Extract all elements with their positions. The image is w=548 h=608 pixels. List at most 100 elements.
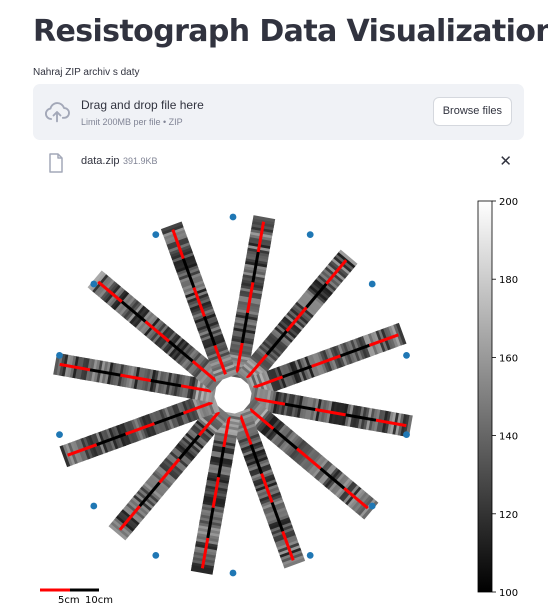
profile-line-segment: [59, 362, 91, 372]
profile-line-segment: [222, 416, 231, 448]
measurement-ray: [239, 398, 379, 520]
colorbar-gradient: [477, 200, 493, 593]
profile-line-segment: [272, 427, 298, 450]
ray-density-strip: [161, 224, 184, 235]
profile-line-segment: [144, 320, 170, 343]
profile-line-segment: [325, 259, 348, 285]
profile-line-segment: [200, 537, 210, 569]
page-title: Resistograph Data Visualization: [33, 14, 548, 49]
profile-line-segment: [202, 315, 217, 346]
colorbar-tick-label: 140: [499, 432, 518, 443]
reference-marker: [306, 231, 314, 238]
profile-line-segment: [197, 410, 221, 437]
upload-label: Nahraj ZIP archiv s daty: [33, 67, 140, 78]
profile-line-segment: [368, 333, 399, 347]
dropzone-limit: Limit 200MB per file • ZIP: [81, 117, 183, 127]
profile-line-segment: [97, 280, 123, 303]
ray-density-strip: [59, 445, 71, 468]
ray-density-strip: [190, 567, 213, 575]
measurement-ray: [246, 322, 407, 400]
profile-line-segment: [118, 505, 141, 531]
measurement-ray: [190, 410, 241, 575]
profile-line-segment: [206, 507, 215, 539]
profile-line-segment: [89, 368, 121, 377]
measurement-ray: [87, 270, 227, 392]
profile-line-segment: [153, 411, 184, 426]
profile-line-segment: [345, 413, 377, 422]
ray-density-strip: [336, 251, 356, 269]
file-icon: [48, 153, 64, 178]
profile-line-segment: [256, 221, 266, 253]
profile-line-segment: [180, 384, 212, 393]
profile-line-segment: [191, 359, 218, 383]
file-dropzone[interactable]: Drag and drop file here Limit 200MB per …: [33, 84, 524, 140]
measurement-ray: [59, 390, 220, 468]
ray-density-strip: [62, 444, 73, 467]
ray-density-strip: [55, 353, 63, 376]
ray-density-strip: [253, 215, 276, 223]
reference-marker: [403, 352, 410, 359]
profile-line-segment: [138, 481, 161, 508]
scale-bar: 5cm 10cm: [40, 588, 113, 606]
profile-line-segment: [158, 458, 181, 484]
profile-line-segment: [260, 473, 274, 504]
measurement-ray: [228, 408, 306, 569]
close-icon[interactable]: ✕: [499, 153, 512, 170]
profile-line-segment: [375, 418, 407, 428]
ray-density-strip: [393, 323, 404, 346]
profile-line-segment: [315, 408, 346, 417]
profile-line-segment: [311, 354, 342, 368]
profile-line-segment: [296, 447, 322, 470]
profile-line-segment: [239, 415, 253, 446]
reference-marker: [229, 569, 237, 577]
colorbar-tick-label: 100: [499, 588, 518, 599]
profile-line-segment: [120, 300, 147, 323]
profile-line-segment: [253, 375, 284, 389]
profile-line-segment: [240, 312, 249, 344]
profile-line-segment: [235, 342, 244, 374]
profile-line-segment: [265, 330, 288, 356]
profile-line-segment: [285, 306, 308, 332]
colorbar-tick-label: 180: [499, 275, 518, 286]
profile-line-segment: [305, 282, 328, 309]
ray-density-strip: [252, 217, 275, 225]
ray-density-strip: [338, 249, 358, 267]
ray-density-strip: [282, 555, 305, 566]
ray-density-strip: [215, 371, 238, 382]
reference-marker: [90, 280, 98, 288]
file-size: 391.9KB: [123, 156, 158, 166]
profile-line-segment: [217, 446, 226, 478]
ray-density-strip: [110, 521, 130, 539]
ray-density-strip: [191, 565, 214, 573]
profile-line-segment: [246, 282, 255, 313]
reference-marker: [368, 502, 376, 510]
ray-density-strip: [160, 221, 183, 233]
colorbar-tick-label: 120: [499, 510, 518, 521]
file-name: data.zip: [81, 155, 120, 167]
dropzone-instructions: Drag and drop file here: [81, 98, 204, 112]
ray-density-strip: [395, 322, 407, 345]
profile-line-segment: [251, 251, 260, 283]
browse-files-button[interactable]: Browse files: [432, 97, 512, 126]
ray-density-strip: [403, 414, 411, 437]
reference-marker: [306, 552, 314, 559]
profile-line-segment: [96, 432, 127, 447]
profile-line-segment: [213, 344, 227, 375]
profile-line-segment: [339, 343, 370, 358]
ray-density-strip: [283, 557, 306, 569]
reference-marker: [56, 352, 63, 359]
profile-line-segment: [249, 444, 264, 475]
profile-line-segment: [168, 340, 194, 363]
profile-line-segment: [182, 401, 213, 415]
reference-marker: [229, 213, 237, 221]
profile-line-segment: [120, 373, 151, 382]
profile-line-segment: [343, 487, 369, 510]
profile-line-segment: [248, 407, 275, 431]
reference-marker: [56, 431, 63, 438]
profile-line-segment: [245, 353, 269, 380]
profile-line-segment: [192, 286, 206, 317]
profile-line-segment: [124, 422, 155, 436]
measurement-ray: [108, 401, 230, 541]
profile-line-segment: [282, 364, 313, 379]
profile-line-segment: [171, 229, 185, 260]
